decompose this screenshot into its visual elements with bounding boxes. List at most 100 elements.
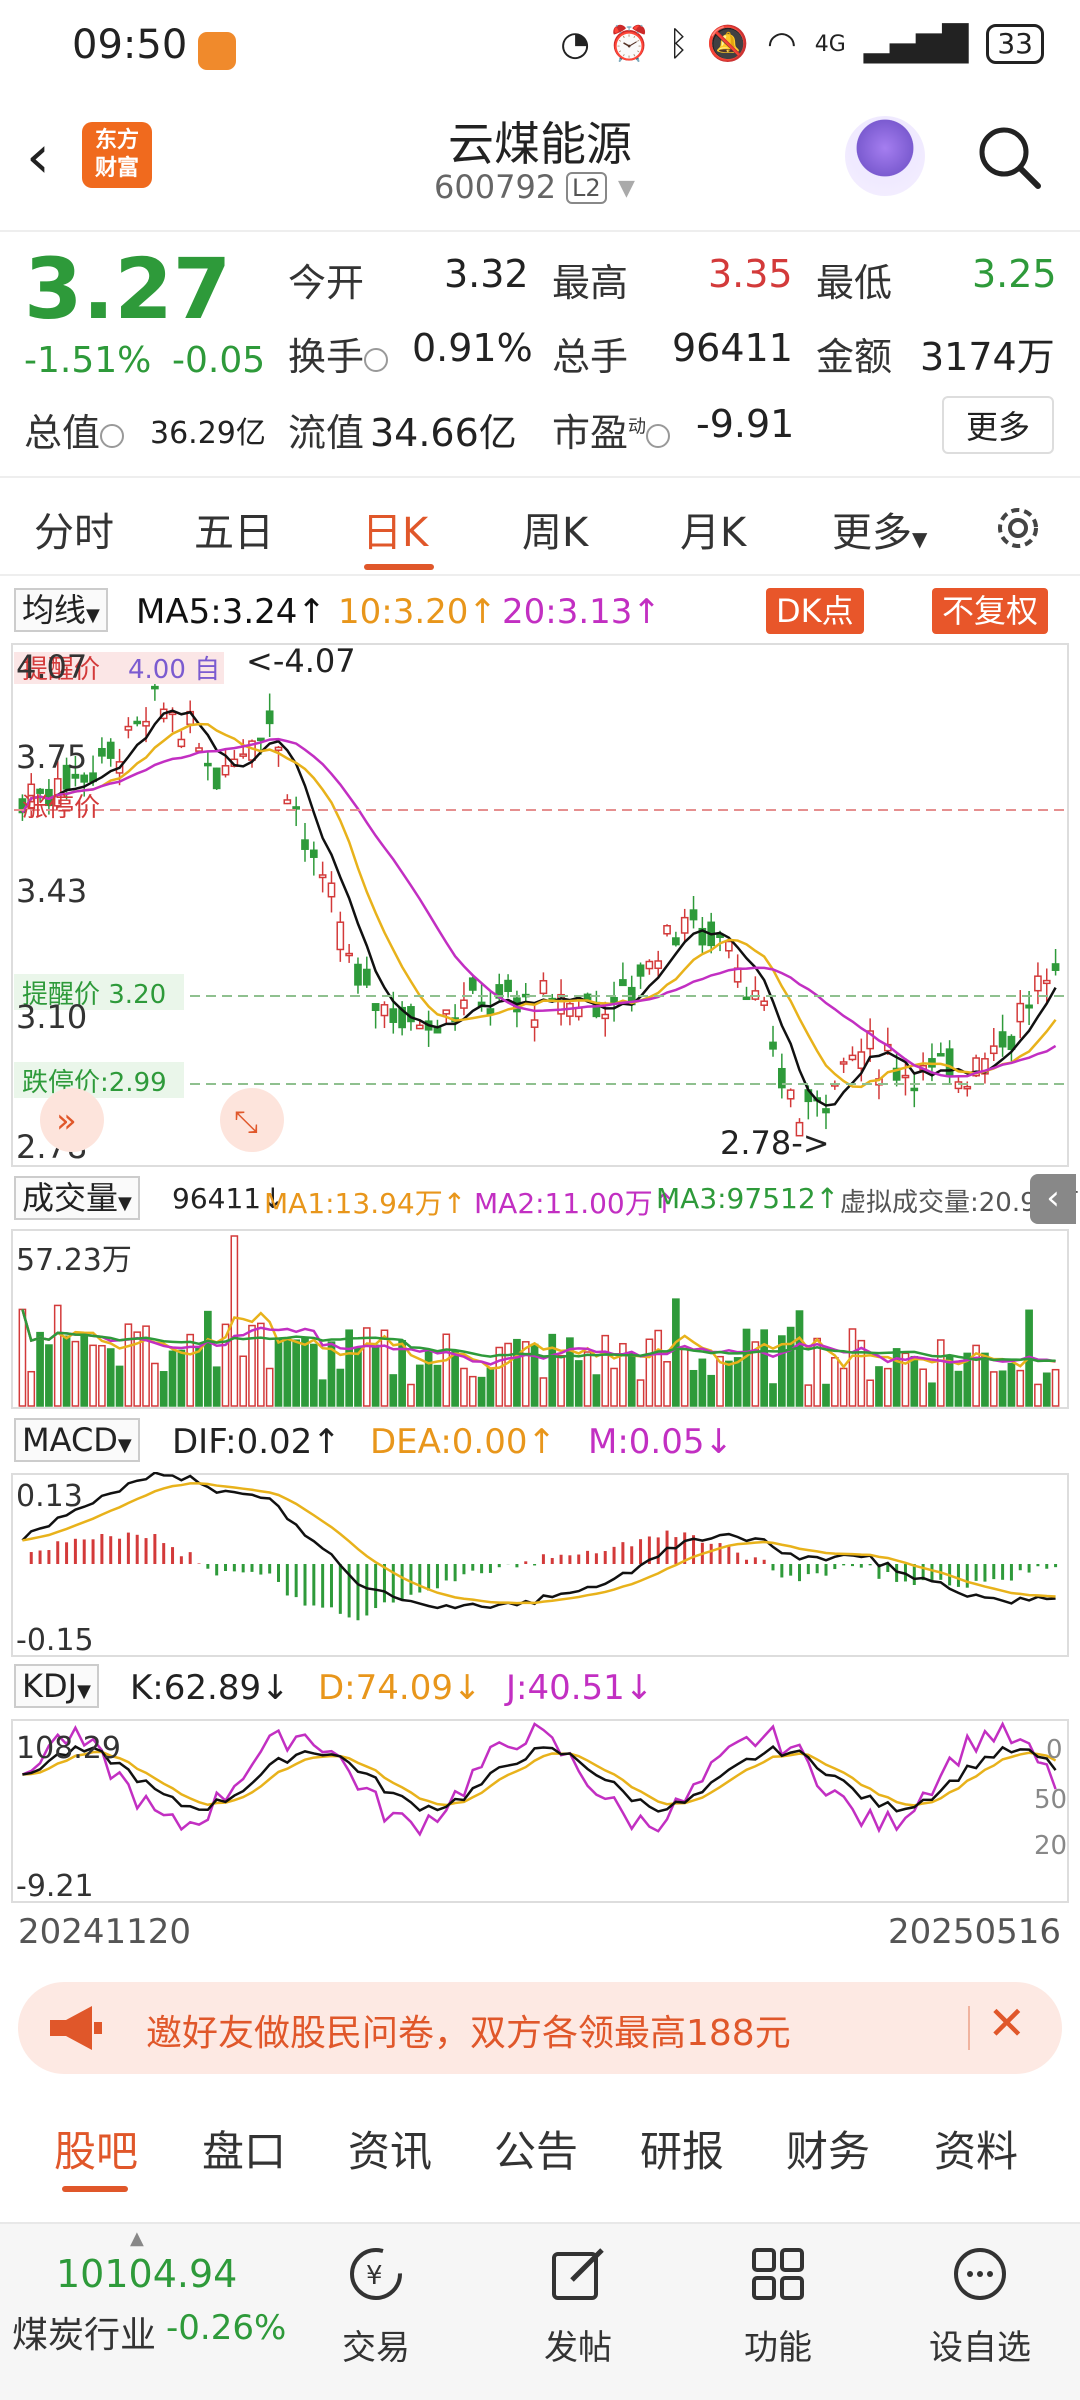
candle-body bbox=[362, 968, 371, 986]
kline-chart[interactable]: 提醒价 3.20 跌停价:2.99 提醒价 4.00 自 涨停价 4.07 3.… bbox=[0, 640, 1080, 1170]
candle-body bbox=[124, 725, 133, 731]
info-icon[interactable] bbox=[100, 423, 125, 448]
candle-body bbox=[769, 1041, 777, 1050]
volume-bar bbox=[760, 1329, 769, 1407]
vol-ma2: MA2:11.00万↑ bbox=[474, 1187, 677, 1220]
tab-daily-k[interactable]: 日K bbox=[362, 510, 429, 556]
candle-body bbox=[177, 738, 186, 748]
tab-news[interactable]: 资讯 bbox=[348, 2127, 433, 2176]
macd-bottom-label: -0.15 bbox=[16, 1623, 94, 1658]
volume-selector[interactable]: 成交量▼ bbox=[14, 1176, 140, 1220]
candle-body bbox=[71, 773, 80, 779]
tab-profile[interactable]: 资料 bbox=[934, 2127, 1019, 2176]
candle-body bbox=[963, 1085, 972, 1090]
info-icon[interactable] bbox=[646, 423, 671, 448]
limit-down-label: 跌停价:2.99 bbox=[22, 1068, 167, 1098]
candle-body bbox=[636, 964, 645, 977]
candle-body bbox=[530, 1019, 539, 1028]
adjust-button[interactable]: 不复权 bbox=[932, 588, 1049, 634]
ma-selector[interactable]: 均线▼ bbox=[14, 588, 108, 632]
assistant-robot-icon[interactable] bbox=[845, 116, 925, 196]
volume-bar bbox=[318, 1379, 327, 1407]
dea-line bbox=[22, 1482, 1056, 1605]
tab-announcements[interactable]: 公告 bbox=[494, 2127, 579, 2176]
tab-forum[interactable]: 股吧 bbox=[54, 2127, 139, 2176]
close-icon[interactable]: ✕ bbox=[987, 1996, 1026, 2050]
candle-body bbox=[195, 747, 203, 752]
back-icon[interactable]: ‹ bbox=[26, 122, 50, 192]
tab-weekly-k[interactable]: 周K bbox=[522, 510, 589, 556]
bottom-action-bar: ▲ 10104.94 煤炭行业 -0.26% ¥ 交易 发帖 功能 设自选 bbox=[0, 2222, 1080, 2400]
tab-more[interactable]: 更多▼ bbox=[832, 500, 927, 558]
gear-icon[interactable] bbox=[990, 500, 1046, 556]
add-watchlist-button[interactable]: 设自选 bbox=[900, 2244, 1060, 2369]
fullscreen-icon[interactable] bbox=[220, 1088, 284, 1152]
volume-value: 96411↓ bbox=[172, 1182, 285, 1215]
dk-point-button[interactable]: DK点 bbox=[766, 588, 864, 634]
post-button[interactable]: 发帖 bbox=[498, 2244, 658, 2369]
candle-body bbox=[680, 916, 689, 934]
more-button[interactable]: 更多 bbox=[941, 396, 1054, 454]
low-value: 3.25 bbox=[972, 252, 1057, 296]
chevron-down-icon: ▼ bbox=[77, 1681, 91, 1702]
candle-body bbox=[786, 1089, 795, 1100]
chevron-down-icon: ▼ bbox=[912, 527, 928, 551]
industry-change: -0.26% bbox=[166, 2308, 287, 2348]
tab-orderbook[interactable]: 盘口 bbox=[202, 2127, 287, 2176]
alarm-icon: ⏰ bbox=[607, 24, 651, 64]
volume-bar bbox=[292, 1339, 301, 1407]
volume-bar bbox=[345, 1329, 353, 1407]
kdj-selector[interactable]: KDJ▼ bbox=[14, 1664, 99, 1708]
candle-body bbox=[442, 1009, 451, 1015]
stock-code[interactable]: 600792 bbox=[434, 168, 557, 206]
candle-body bbox=[354, 963, 362, 986]
promo-banner[interactable]: 邀好友做股民问卷，双方各领最高188元 ✕ bbox=[18, 1982, 1062, 2074]
float-value: 34.66亿 bbox=[370, 411, 517, 455]
collapse-chevron-icon[interactable]: ‹ bbox=[1030, 1174, 1076, 1224]
candle-body bbox=[892, 1067, 901, 1081]
tab-minute[interactable]: 分时 bbox=[34, 510, 114, 556]
volume-bar bbox=[645, 1338, 654, 1407]
industry-name[interactable]: 煤炭行业 bbox=[12, 2315, 157, 2356]
volume-bar bbox=[989, 1371, 998, 1407]
industry-index-value[interactable]: 10104.94 bbox=[56, 2252, 238, 2296]
info-icon[interactable] bbox=[364, 347, 389, 372]
search-icon[interactable] bbox=[974, 122, 1044, 192]
candle-body bbox=[672, 937, 680, 946]
volume-bar bbox=[866, 1379, 874, 1407]
level-badge[interactable]: L2 bbox=[566, 172, 607, 204]
limit-up-label: 涨停价 bbox=[22, 793, 100, 823]
volume-bar bbox=[371, 1344, 380, 1407]
mktcap-label-text: 总值 bbox=[24, 411, 101, 455]
ma-selector-label: 均线 bbox=[22, 591, 87, 629]
tab-five-day[interactable]: 五日 bbox=[194, 510, 274, 556]
functions-button[interactable]: 功能 bbox=[698, 2244, 858, 2369]
macd-selector[interactable]: MACD▼ bbox=[14, 1418, 140, 1462]
candle-body bbox=[725, 940, 733, 952]
tab-monthly-k[interactable]: 月K bbox=[680, 510, 747, 556]
candle-body bbox=[998, 1031, 1007, 1048]
volume-header: 成交量▼ 96411↓ MA1:13.94万↑ MA2:11.00万↑ MA3:… bbox=[0, 1172, 1080, 1228]
candle-body bbox=[619, 979, 627, 987]
tab-finance[interactable]: 财务 bbox=[786, 2127, 871, 2176]
candle-body bbox=[371, 1003, 380, 1012]
chevron-up-icon[interactable]: ▲ bbox=[130, 2228, 144, 2249]
volume-bar bbox=[521, 1341, 530, 1407]
high-label: 最高 bbox=[552, 261, 629, 305]
app-logo[interactable]: 东方 财富 bbox=[82, 122, 152, 188]
candle-body bbox=[751, 990, 760, 1000]
volume-bar bbox=[963, 1352, 972, 1407]
active-tab-indicator bbox=[62, 2186, 128, 2192]
trade-button[interactable]: ¥ 交易 bbox=[296, 2244, 456, 2369]
macd-header: MACD▼ DIF:0.02↑ DEA:0.00↑ M:0.05↓ bbox=[0, 1414, 1080, 1470]
candle-body bbox=[760, 1000, 769, 1006]
end-date: 20250516 bbox=[888, 1912, 1062, 1952]
chevron-down-icon[interactable]: ▼ bbox=[618, 176, 635, 201]
high-value: 3.35 bbox=[708, 252, 793, 296]
volume-bar bbox=[513, 1338, 521, 1407]
volume-bar bbox=[106, 1348, 115, 1407]
tab-research[interactable]: 研报 bbox=[640, 2127, 725, 2176]
volume-bar bbox=[848, 1328, 857, 1407]
expand-left-icon[interactable] bbox=[40, 1088, 104, 1152]
alert-top-box bbox=[14, 652, 224, 684]
